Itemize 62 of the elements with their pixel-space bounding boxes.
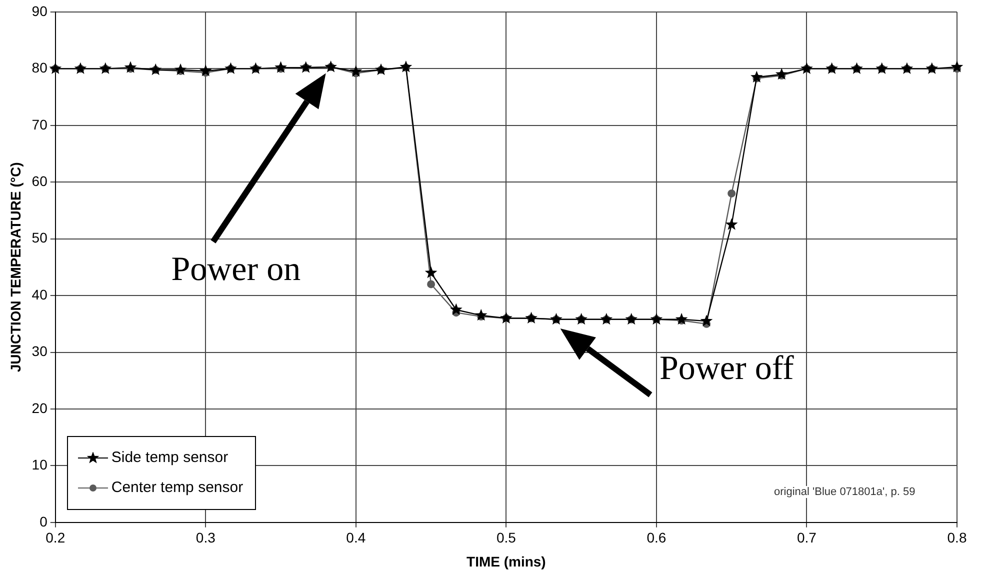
point [926,62,938,74]
legend-label: Center temp sensor [111,478,244,498]
y-tick-label: 20 [32,400,48,416]
point [775,68,788,80]
y-tick-label: 60 [32,172,48,189]
point [400,60,412,72]
point [800,62,813,74]
point [675,312,688,325]
point [525,312,538,324]
x-tick-label: 0.7 [796,530,817,546]
y-tick-label: 70 [32,116,48,132]
annotation: original 'Blue 071801a', p. 59 [772,486,918,498]
point [374,63,388,76]
x-tick-label: 0.6 [646,530,666,546]
x-tick-label: 0.5 [496,530,516,546]
annotation: Power off [659,350,794,388]
point [149,63,162,76]
point [324,60,337,72]
point [49,62,62,74]
point [350,65,362,77]
point [725,218,738,230]
point [900,62,914,74]
point [427,280,436,288]
y-tick-label: 30 [32,343,48,360]
point [224,62,237,74]
y-tick-label: 40 [32,286,48,302]
point [500,312,512,324]
point [74,62,87,74]
legend-label: Side temp sensor [111,448,228,468]
point [199,64,212,76]
point [876,62,888,74]
point [450,303,462,315]
point [250,62,262,74]
point [700,314,713,326]
point [424,266,438,278]
y-tick-label: 50 [32,230,48,246]
point [826,62,838,74]
x-tick-label: 0.2 [46,530,66,546]
point [550,312,562,325]
point [474,308,488,321]
point [274,61,287,73]
y-axis-title: JUNCTION TEMPERATURE (°C) [7,162,24,372]
point [124,61,137,73]
point [850,62,863,74]
x-tick-label: 0.8 [947,530,967,546]
x-tick-label: 0.4 [346,530,366,546]
point [174,63,187,76]
point [625,312,638,325]
y-tick-label: 10 [32,456,48,473]
x-axis-title: TIME (mins) [466,553,546,570]
y-tick-label: 0 [40,513,48,530]
x-tick-label: 0.3 [196,530,216,546]
point [950,60,964,72]
point [728,189,736,198]
point [300,61,312,73]
point [575,312,588,325]
point [750,70,763,82]
point [99,62,112,74]
y-tick-label: 80 [32,60,48,76]
point [650,312,663,325]
point [600,312,613,325]
y-tick-label: 90 [32,2,48,19]
